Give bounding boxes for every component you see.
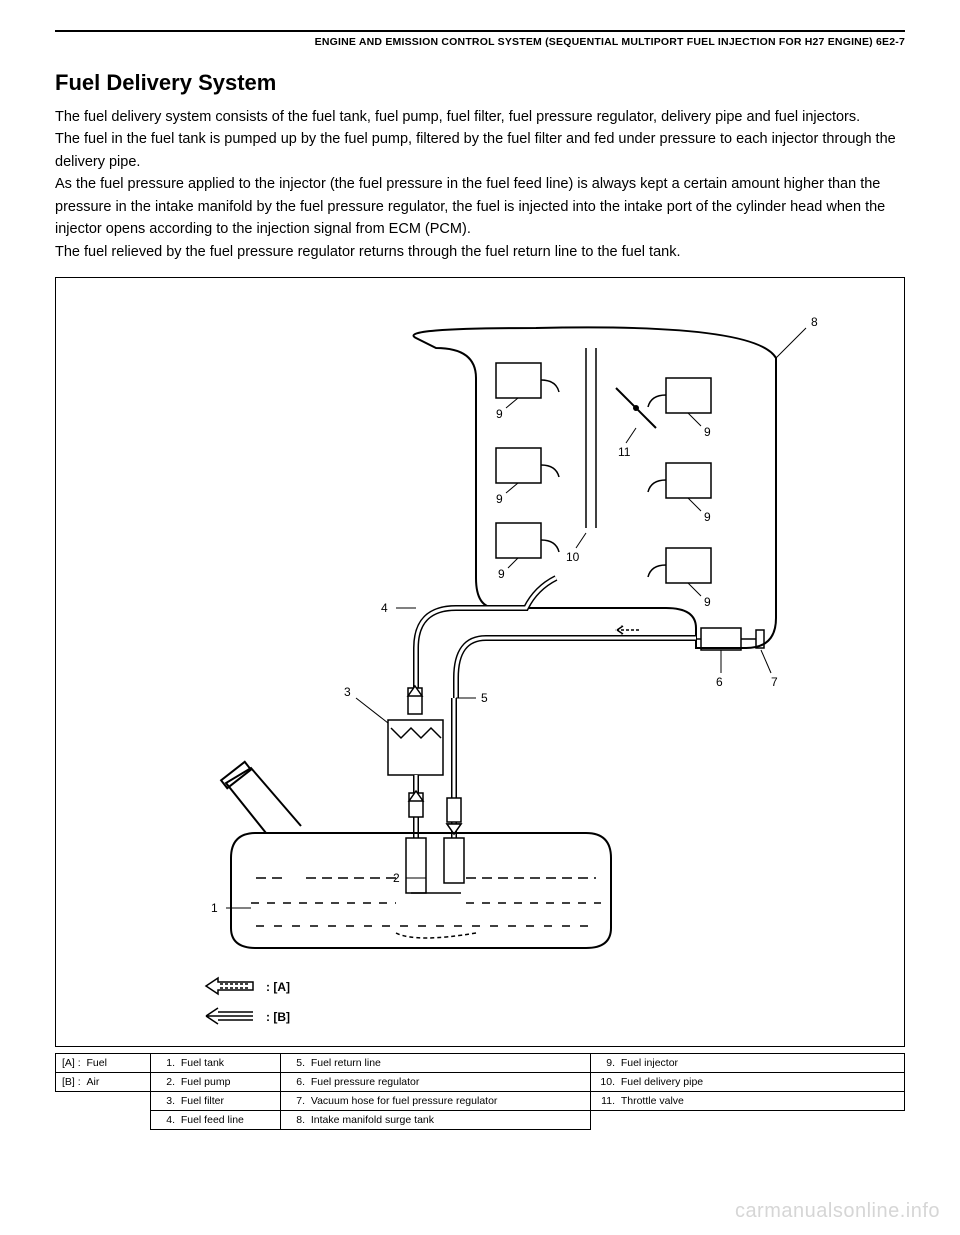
legend-7: 7. Vacuum hose for fuel pressure regulat… (281, 1092, 591, 1111)
svg-text:9: 9 (498, 567, 505, 581)
svg-text:3: 3 (344, 685, 351, 699)
svg-text:9: 9 (704, 595, 711, 609)
legend-table: [A] : Fuel 1. Fuel tank 5. Fuel return l… (55, 1053, 905, 1130)
legend-2: 2. Fuel pump (151, 1073, 281, 1092)
legend-9: 9. Fuel injector (591, 1054, 905, 1073)
legend-3: 3. Fuel filter (151, 1092, 281, 1111)
svg-text:5: 5 (481, 691, 488, 705)
section-title: Fuel Delivery System (55, 70, 905, 96)
svg-text:10: 10 (566, 550, 580, 564)
legend-6: 6. Fuel pressure regulator (281, 1073, 591, 1092)
table-row: 4. Fuel feed line 8. Intake manifold sur… (56, 1111, 905, 1130)
svg-text:8: 8 (811, 315, 818, 329)
legend-8: 8. Intake manifold surge tank (281, 1111, 591, 1130)
svg-text:: [A]: : [A] (266, 980, 290, 994)
svg-text:4: 4 (381, 601, 388, 615)
legend-10: 10. Fuel delivery pipe (591, 1073, 905, 1092)
legend-key-b: [B] : Air (56, 1073, 151, 1092)
svg-text:9: 9 (704, 510, 711, 524)
table-row: [A] : Fuel 1. Fuel tank 5. Fuel return l… (56, 1054, 905, 1073)
watermark: carmanualsonline.info (735, 1200, 940, 1223)
table-row: 3. Fuel filter 7. Vacuum hose for fuel p… (56, 1092, 905, 1111)
figure-fuel-delivery-diagram: 8 11 9 9 9 (55, 277, 905, 1047)
svg-text:6: 6 (716, 675, 723, 689)
body-paragraphs: The fuel delivery system consists of the… (55, 106, 905, 263)
svg-text:11: 11 (618, 445, 631, 459)
paragraph-2: The fuel in the fuel tank is pumped up b… (55, 128, 905, 173)
paragraph-1: The fuel delivery system consists of the… (55, 106, 905, 128)
svg-text:9: 9 (496, 407, 503, 421)
legend-4: 4. Fuel feed line (151, 1111, 281, 1130)
page-header: ENGINE AND EMISSION CONTROL SYSTEM (SEQU… (55, 36, 905, 48)
svg-text:9: 9 (496, 492, 503, 506)
svg-text:: [B]: : [B] (266, 1010, 290, 1024)
svg-text:1: 1 (211, 901, 218, 915)
svg-text:7: 7 (771, 675, 778, 689)
legend-5: 5. Fuel return line (281, 1054, 591, 1073)
legend-key-a: [A] : Fuel (56, 1054, 151, 1073)
legend-11: 11. Throttle valve (591, 1092, 905, 1111)
table-row: [B] : Air 2. Fuel pump 6. Fuel pressure … (56, 1073, 905, 1092)
legend-1: 1. Fuel tank (151, 1054, 281, 1073)
paragraph-3: As the fuel pressure applied to the inje… (55, 173, 905, 240)
svg-text:9: 9 (704, 425, 711, 439)
paragraph-4: The fuel relieved by the fuel pressure r… (55, 241, 905, 263)
